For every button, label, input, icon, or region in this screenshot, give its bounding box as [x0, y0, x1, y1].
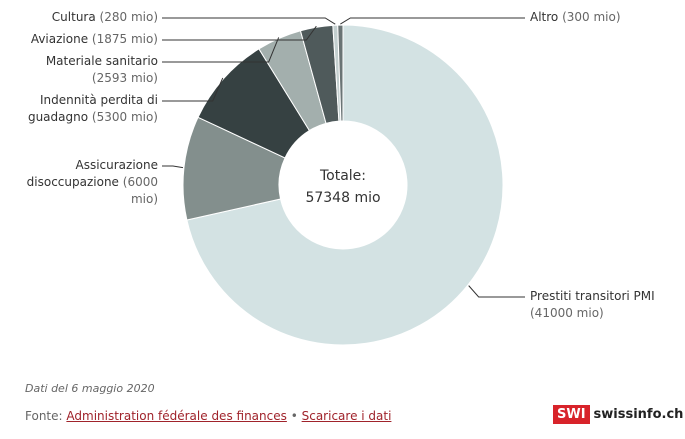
- connector: [162, 77, 224, 102]
- connector: [340, 17, 525, 25]
- value-label: (1875 mio): [91, 32, 158, 46]
- category-name: Assicurazione disoccupazione: [26, 158, 158, 189]
- connector: [162, 25, 317, 41]
- connector: [468, 285, 525, 298]
- center-value: 57348 mio: [305, 190, 381, 206]
- value-label: (6000 mio): [122, 175, 158, 206]
- center-total: Totale: 57348 mio: [283, 165, 403, 209]
- logo-badge: SWI: [553, 405, 590, 424]
- source-prefix: Fonte:: [25, 409, 63, 423]
- category-name: Prestiti transitori PMI: [530, 289, 655, 303]
- slice-label: Cultura (280 mio): [0, 9, 158, 26]
- value-label: (5300 mio): [91, 110, 158, 124]
- donut-slice: [186, 24, 504, 346]
- slice-label: Assicurazione disoccupazione (6000 mio): [22, 157, 158, 208]
- value-label: (41000 mio): [530, 306, 604, 320]
- slice-label: Aviazione (1875 mio): [0, 31, 158, 48]
- category-name: Indennità perdita di guadagno: [27, 93, 158, 124]
- category-name: Aviazione: [30, 32, 89, 46]
- logo: SWI swissinfo.ch: [553, 405, 683, 424]
- value-label: (280 mio): [99, 10, 158, 24]
- source-link[interactable]: Administration fédérale des finances: [66, 409, 287, 423]
- category-name: Materiale sanitario: [45, 54, 158, 68]
- category-name: Cultura: [51, 10, 96, 24]
- connector: [162, 17, 336, 25]
- slice-label: Prestiti transitori PMI (41000 mio): [530, 288, 675, 322]
- source: Fonte: Administration fédérale des finan…: [25, 409, 391, 423]
- separator: •: [290, 409, 298, 423]
- donut-slice: [337, 24, 344, 122]
- slice-label: Indennità perdita di guadagno (5300 mio): [22, 92, 158, 126]
- value-label: (2593 mio): [91, 71, 158, 85]
- category-name: Altro: [530, 10, 559, 24]
- note: Dati del 6 maggio 2020: [25, 382, 155, 395]
- slice-label: Materiale sanitario (2593 mio): [22, 53, 158, 87]
- center-label: Totale:: [319, 168, 367, 184]
- connector: [162, 37, 280, 63]
- connector: [162, 165, 184, 169]
- download-link[interactable]: Scaricare i dati: [301, 409, 392, 423]
- slice-label: Altro (300 mio): [530, 9, 675, 26]
- value-label: (300 mio): [562, 10, 621, 24]
- logo-name: swissinfo.ch: [593, 407, 684, 422]
